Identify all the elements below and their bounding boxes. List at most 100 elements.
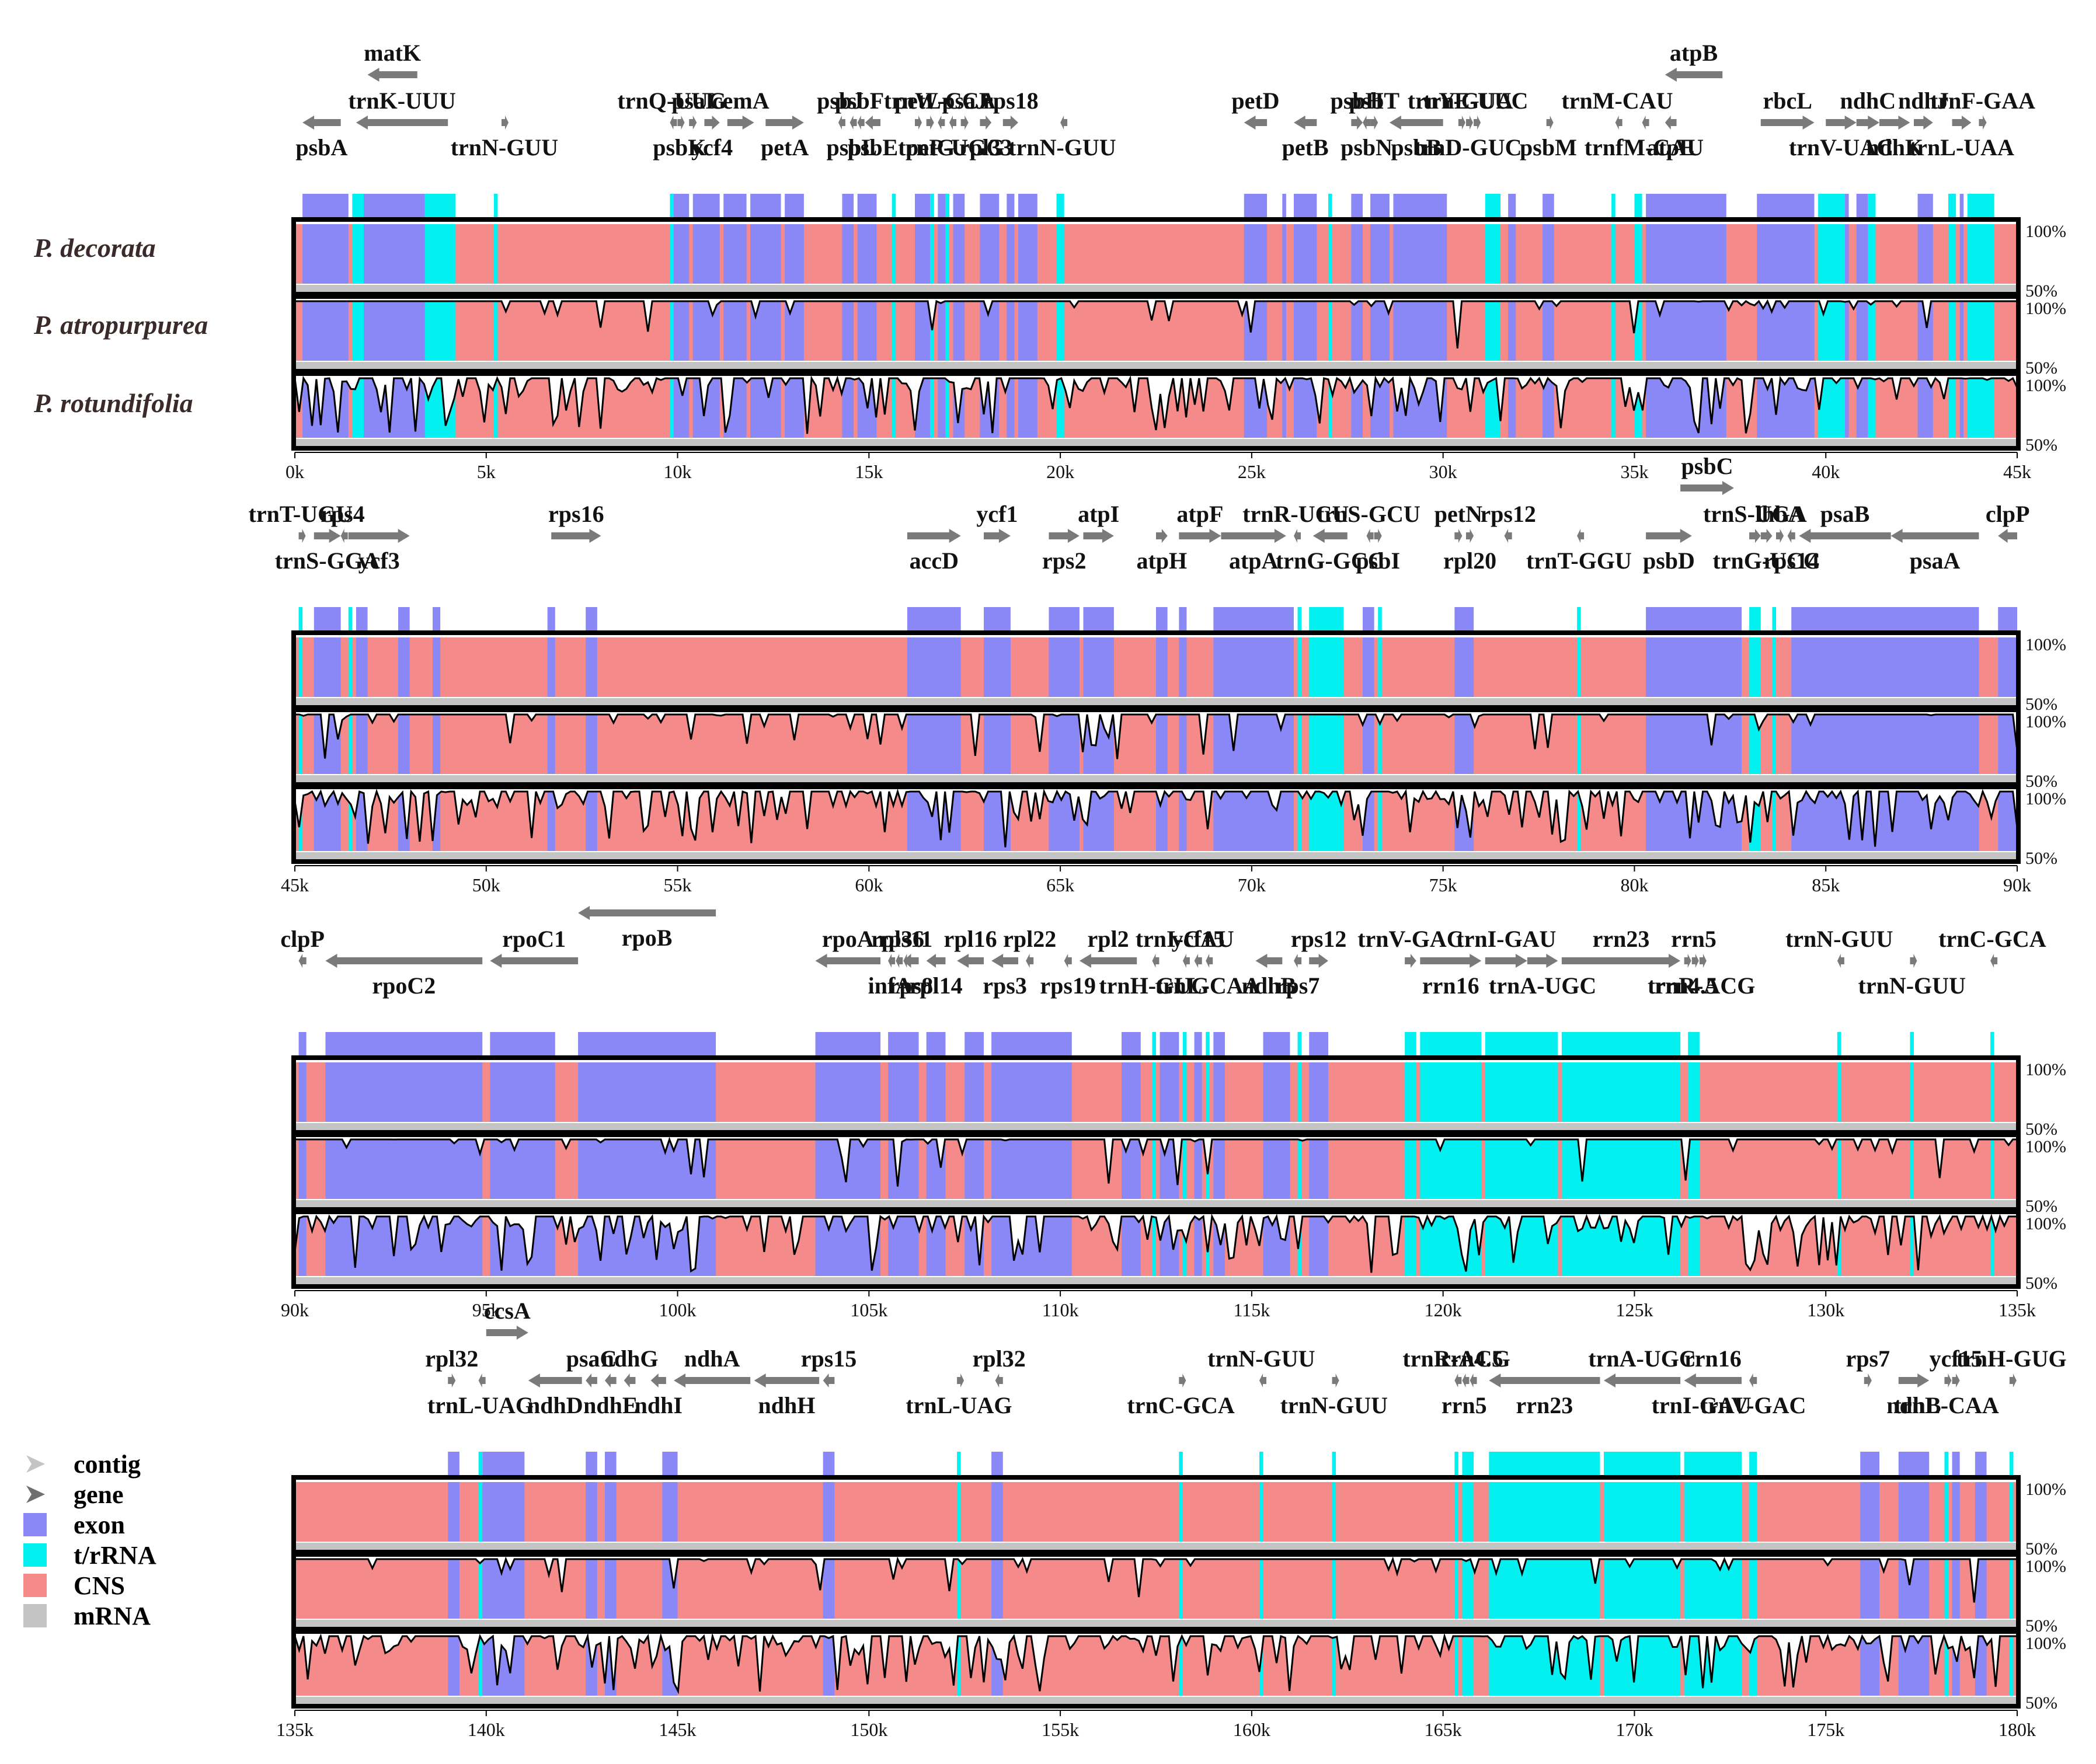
band-trna xyxy=(1485,1032,1558,1058)
x-tick-label: 30k xyxy=(1429,461,1457,482)
band-exon xyxy=(578,1032,716,1058)
track-exon xyxy=(965,1062,984,1122)
track-p-decorata: 100% 50% xyxy=(291,630,2066,714)
track-trna xyxy=(1259,1482,1263,1542)
track-trna xyxy=(1179,1482,1183,1542)
x-tick-label: 160k xyxy=(1233,1719,1270,1740)
gene-label-rpoc1: rpoC1 xyxy=(502,926,566,952)
track-trna xyxy=(1688,1062,1700,1122)
track-exon xyxy=(586,1482,597,1542)
band-exon xyxy=(1543,194,1554,219)
track-trna xyxy=(352,224,364,284)
gene-arrow-rpl33 xyxy=(980,116,992,130)
x-tick-label: 55k xyxy=(664,874,692,895)
track-exon xyxy=(1309,1062,1328,1122)
gene-arrow-rrn23 xyxy=(1561,954,1681,968)
legend-item-gene: gene xyxy=(18,1479,263,1509)
track-exon xyxy=(1543,301,1554,361)
track-exon xyxy=(1194,1139,1202,1199)
track-exon xyxy=(915,224,931,284)
track-trna xyxy=(670,301,674,361)
gene-arrow-rrn5 xyxy=(1691,954,1699,968)
track-trna xyxy=(1152,1216,1156,1276)
track-trna xyxy=(1297,792,1302,851)
x-tick-label: 35k xyxy=(1620,461,1648,482)
band-exon xyxy=(547,607,555,633)
track-exon xyxy=(433,637,441,697)
track-exon xyxy=(984,714,1011,774)
track-trna xyxy=(957,1482,961,1542)
track-trna xyxy=(930,224,934,284)
track-exon xyxy=(1294,301,1317,361)
track-trna xyxy=(1485,1139,1558,1199)
gene-label-lhba: lhbA xyxy=(1755,501,1805,527)
track-mrna-bar xyxy=(295,285,2017,293)
band-exon xyxy=(325,1032,483,1058)
track-exon xyxy=(1294,224,1317,284)
legend-item-contig: contig xyxy=(18,1449,263,1479)
gene-label-ycf4: ycf4 xyxy=(691,134,733,161)
band-trna xyxy=(1328,194,1332,219)
band-exon xyxy=(1898,1452,1930,1477)
track-exon xyxy=(938,301,946,361)
track-trna xyxy=(1297,1139,1302,1199)
track-trna xyxy=(945,224,949,284)
track-trna xyxy=(1182,1062,1187,1122)
track-exon xyxy=(1543,378,1554,438)
track-trna xyxy=(298,714,303,774)
gene-arrow-atpe xyxy=(1665,116,1677,130)
band-trna xyxy=(892,194,896,219)
gene-arrow-rps12 xyxy=(1504,529,1512,543)
gene-label-trnl-caa: trnL-CAA xyxy=(1894,1392,1999,1418)
track-identity-curve xyxy=(294,1213,2017,1273)
percent-label-50: 50% xyxy=(2025,1197,2057,1216)
track-exon xyxy=(356,714,368,774)
gene-label-rrn4-5: rrn4.5 xyxy=(1440,1345,1503,1372)
gene-label-clpp: clpP xyxy=(280,926,325,952)
gene-arrow-rpl36 xyxy=(896,954,903,968)
track-cns-bg xyxy=(295,301,2017,361)
gene-arrow-psab xyxy=(1799,529,1891,543)
track-exon xyxy=(785,378,804,438)
legend: contig gene exon t/rRNA CNS mRNA xyxy=(18,1449,263,1641)
percent-label-50: 50% xyxy=(2025,435,2057,455)
gene-arrow-clpp xyxy=(1998,529,2017,543)
gene-arrow-psbm xyxy=(1546,116,1554,130)
band-exon xyxy=(433,607,441,633)
band-trna xyxy=(1454,1452,1458,1477)
gene-label-trnfm-cau: trnfM-CAU xyxy=(1585,134,1704,161)
track-exon xyxy=(1975,1482,1987,1542)
track-exon xyxy=(857,224,877,284)
gene-arrow-ndhg xyxy=(624,1373,636,1388)
track-trna xyxy=(1561,1062,1681,1122)
gene-label-trnr-acg: trnR-ACG xyxy=(1648,972,1755,999)
track-exon xyxy=(823,1559,835,1619)
track-trna xyxy=(1454,1636,1458,1696)
gene-arrow-ycf3 xyxy=(348,529,410,543)
gene-arrow-ndhj xyxy=(1914,116,1933,130)
exon-swatch xyxy=(23,1513,47,1536)
track-exon xyxy=(1791,637,1979,697)
track-trna xyxy=(1868,301,1876,361)
x-tick-label: 155k xyxy=(1042,1719,1079,1740)
gene-label-psai: psaI xyxy=(671,88,714,114)
percent-label-50: 50% xyxy=(2025,1693,2057,1713)
track-exon xyxy=(298,1216,307,1276)
gene-label-psbb: psbB xyxy=(1391,134,1442,161)
track-exon xyxy=(1856,224,1868,284)
track-exon xyxy=(723,301,747,361)
gene-label-ndhb: ndhB xyxy=(1242,972,1296,999)
track-exon xyxy=(1363,637,1374,697)
track-trna xyxy=(1056,301,1064,361)
band-exon xyxy=(723,194,747,219)
gene-label-rpl22: rpl22 xyxy=(1003,926,1056,952)
band-exon xyxy=(1646,194,1726,219)
percent-label-100: 100% xyxy=(2025,635,2066,654)
gene-arrow-rrn16 xyxy=(1684,1373,1742,1388)
gene-arrow-trna-ugc xyxy=(1527,954,1558,968)
gene-label-rpl20: rpl20 xyxy=(1443,548,1496,574)
track-p-decorata: 100% 50% xyxy=(291,1475,2066,1559)
x-tick-label: 140k xyxy=(468,1719,505,1740)
track-p-rotundifolia: 100% 50% xyxy=(291,1209,2066,1293)
